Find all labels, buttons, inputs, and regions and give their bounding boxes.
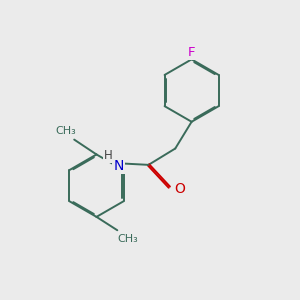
- Text: O: O: [174, 182, 185, 196]
- Text: N: N: [114, 159, 124, 173]
- Text: CH₃: CH₃: [56, 126, 76, 136]
- Text: CH₃: CH₃: [117, 234, 138, 244]
- Text: H: H: [104, 149, 113, 162]
- Text: F: F: [188, 46, 195, 59]
